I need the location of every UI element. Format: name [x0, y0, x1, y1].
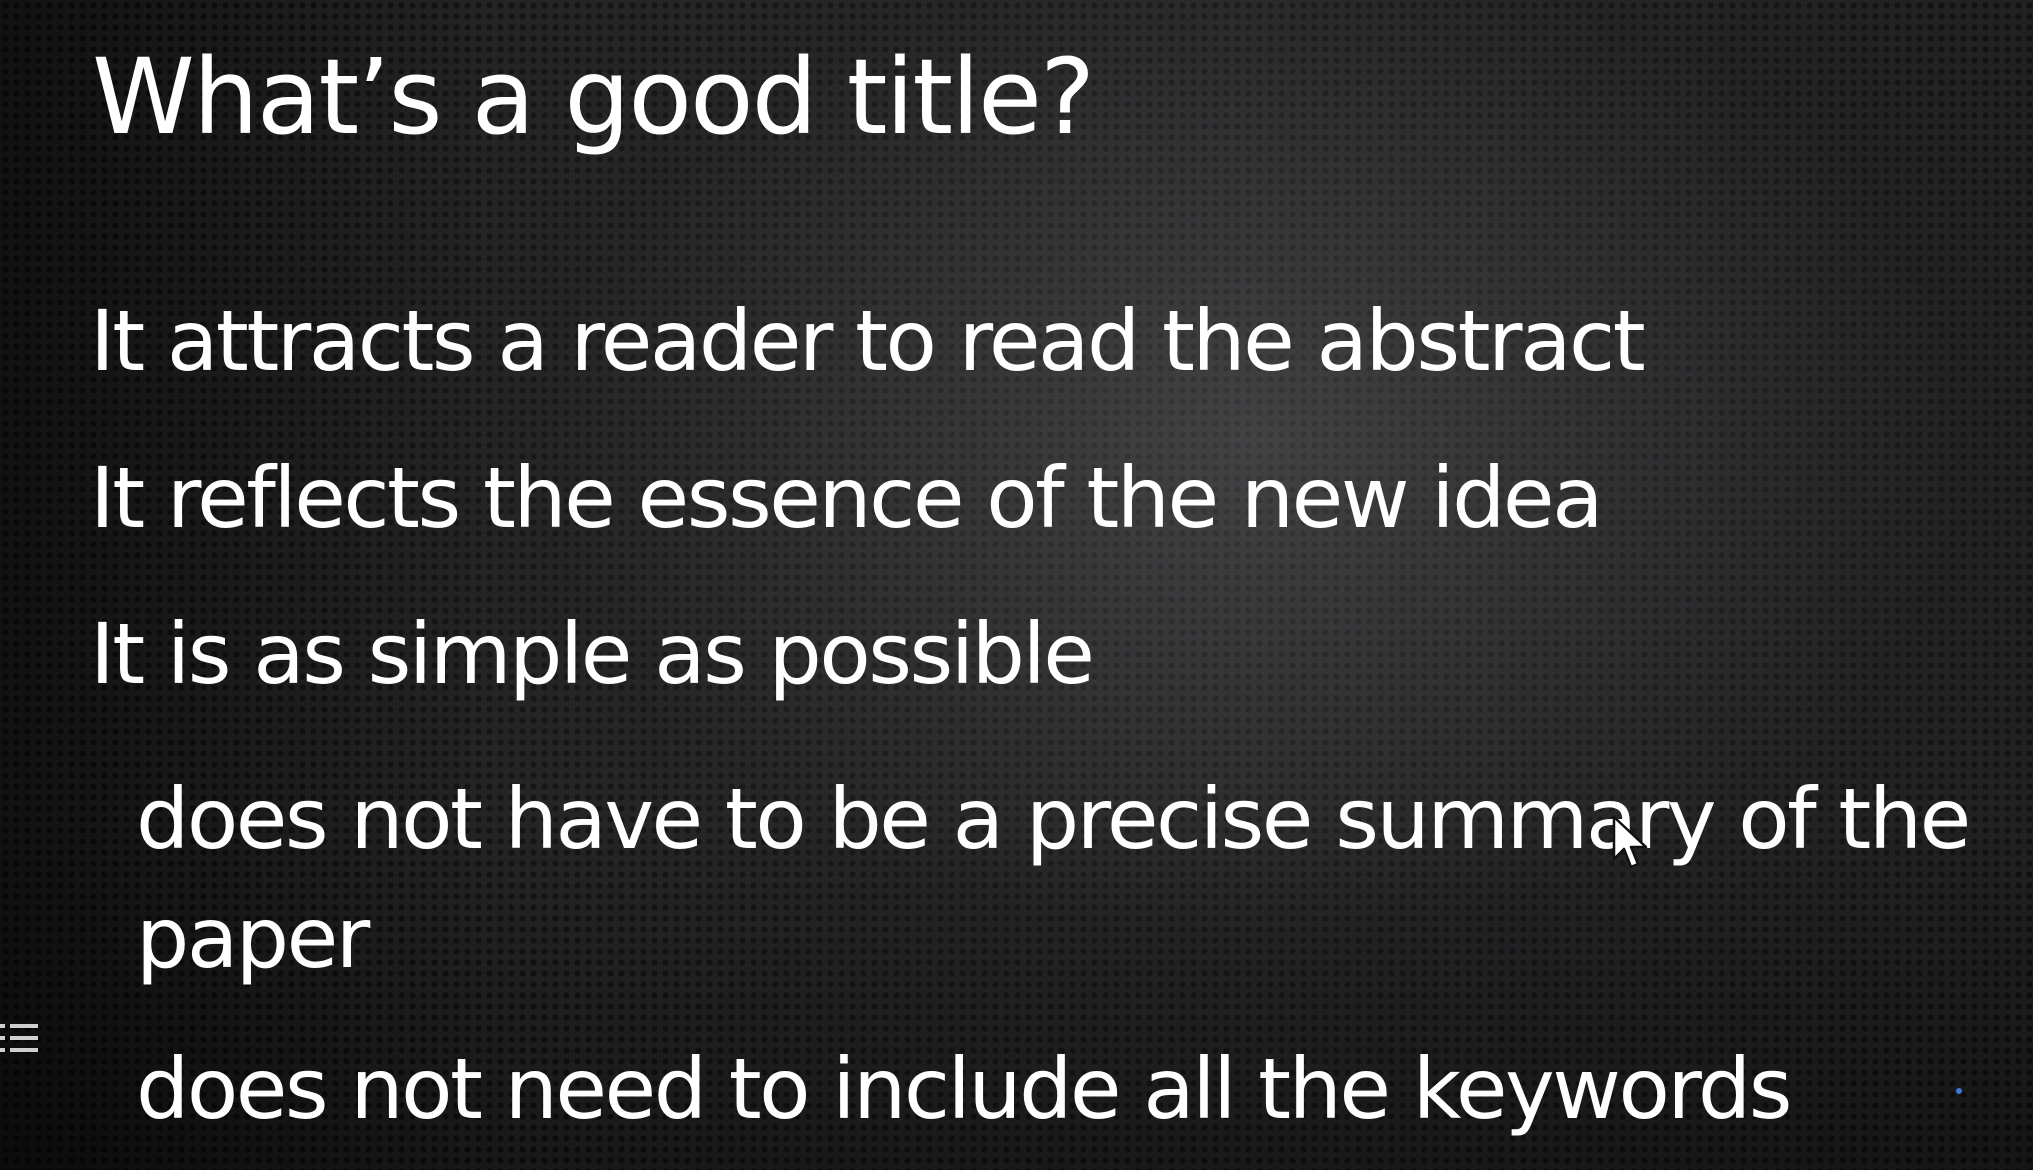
indicator-dot [1956, 1088, 1962, 1094]
menu-icon[interactable] [0, 1018, 42, 1060]
sub-bullet-item: does not need to include all the keyword… [136, 1040, 1793, 1138]
bullet-item: It reflects the essence of the new idea [90, 449, 1604, 547]
mouse-cursor-icon [1612, 815, 1652, 871]
bullet-item: It is as simple as possible [90, 605, 1095, 703]
slide-title: What’s a good title? [92, 36, 1095, 158]
sub-bullet-item: does not have to be a precise summary of… [136, 770, 1971, 988]
bullet-item: It attracts a reader to read the abstrac… [90, 292, 1646, 390]
